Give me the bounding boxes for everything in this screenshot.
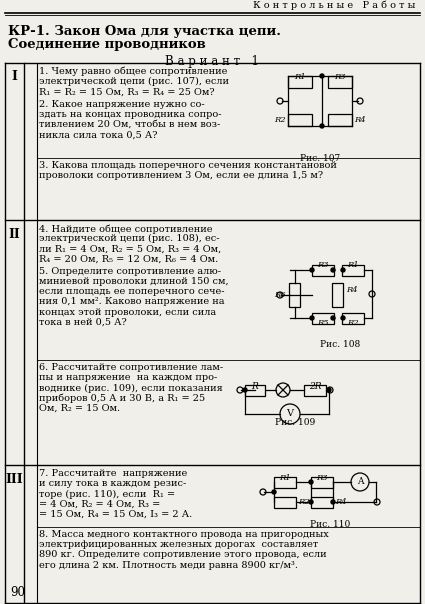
Bar [342, 265, 364, 275]
Text: R₁ = R₂ = 15 Ом, R₃ = R₄ = 25 Ом?: R₁ = R₂ = 15 Ом, R₃ = R₄ = 25 Ом? [39, 88, 215, 97]
Text: Ом, R₂ = 15 Ом.: Ом, R₂ = 15 Ом. [39, 404, 120, 413]
Text: и силу тока в каждом резис-: и силу тока в каждом резис- [39, 479, 186, 488]
Circle shape [272, 490, 276, 494]
Bar [342, 312, 364, 324]
Text: R1: R1 [347, 261, 359, 269]
Circle shape [310, 316, 314, 320]
Bar [274, 496, 296, 507]
Circle shape [331, 500, 335, 504]
Text: Соединение проводников: Соединение проводников [8, 38, 206, 51]
Text: 90: 90 [10, 586, 25, 599]
Circle shape [351, 473, 369, 491]
Circle shape [320, 124, 324, 128]
Circle shape [341, 316, 345, 320]
Text: КР-1. Закон Ома для участка цепи.: КР-1. Закон Ома для участка цепи. [8, 25, 281, 38]
Bar [288, 114, 312, 126]
Text: электрической цепи (рис. 107), если: электрической цепи (рис. 107), если [39, 77, 229, 86]
Text: III: III [5, 473, 23, 486]
Text: миниевой проволоки длиной 150 см,: миниевой проволоки длиной 150 см, [39, 277, 229, 286]
Text: 3. Какова площадь поперечного сечения константановой: 3. Какова площадь поперечного сечения ко… [39, 161, 337, 170]
Text: I: I [11, 70, 17, 83]
Text: R2: R2 [347, 319, 359, 327]
Bar [332, 283, 343, 307]
Bar [288, 76, 312, 88]
Text: = 4 Ом, R₂ = 4 Ом, R₃ =: = 4 Ом, R₂ = 4 Ом, R₃ = [39, 500, 160, 509]
Text: Рис. 110: Рис. 110 [310, 520, 350, 529]
Circle shape [276, 383, 290, 397]
Text: R3: R3 [316, 474, 328, 482]
Text: ния 0,1 мм². Каково напряжение на: ния 0,1 мм². Каково напряжение на [39, 297, 224, 306]
Text: R: R [252, 382, 258, 391]
Bar [312, 265, 334, 275]
Bar [304, 385, 326, 396]
Text: 4. Найдите общее сопротивление: 4. Найдите общее сопротивление [39, 224, 212, 234]
Text: 8. Масса медного контактного провода на пригородных: 8. Масса медного контактного провода на … [39, 530, 329, 539]
Text: A: A [357, 478, 363, 486]
Bar [274, 477, 296, 487]
Text: R4: R4 [335, 498, 347, 506]
Text: R1: R1 [294, 73, 306, 81]
Bar [312, 312, 334, 324]
Text: концах этой проволоки, если сила: концах этой проволоки, если сила [39, 307, 216, 316]
Text: его длина 2 км. Плотность меди равна 8900 кг/м³.: его длина 2 км. Плотность меди равна 890… [39, 561, 298, 570]
Text: R1: R1 [279, 474, 291, 482]
Text: R3: R3 [334, 73, 346, 81]
Text: R4: R4 [346, 286, 357, 294]
Text: R4: R4 [354, 116, 366, 124]
Text: R2: R2 [298, 498, 310, 506]
Text: 7. Рассчитайте  напряжение: 7. Рассчитайте напряжение [39, 469, 187, 478]
Text: R5: R5 [317, 319, 329, 327]
Circle shape [280, 404, 300, 424]
Circle shape [331, 316, 335, 320]
Text: R₄ = 20 Ом, R₅ = 12 Ом, R₆ = 4 Ом.: R₄ = 20 Ом, R₅ = 12 Ом, R₆ = 4 Ом. [39, 255, 218, 263]
Text: 2R: 2R [309, 382, 321, 391]
Text: торе (рис. 110), если  R₁ =: торе (рис. 110), если R₁ = [39, 489, 175, 498]
Circle shape [309, 480, 313, 484]
Bar [245, 385, 265, 396]
Text: 5. Определите сопротивление алю-: 5. Определите сопротивление алю- [39, 267, 221, 276]
Circle shape [320, 74, 324, 78]
Circle shape [341, 268, 345, 272]
Bar [328, 114, 352, 126]
Text: R3: R3 [317, 261, 329, 269]
Circle shape [310, 268, 314, 272]
Text: приборов 0,5 А и 30 В, а R₁ = 25: приборов 0,5 А и 30 В, а R₁ = 25 [39, 394, 205, 403]
Text: тока в ней 0,5 А?: тока в ней 0,5 А? [39, 318, 127, 327]
Text: R2: R2 [275, 116, 286, 124]
Text: 890 кг. Определите сопротивление этого провода, если: 890 кг. Определите сопротивление этого п… [39, 550, 327, 559]
Text: Рис. 107: Рис. 107 [300, 154, 340, 163]
Text: ли R₁ = 4 Ом, R₂ = 5 Ом, R₃ = 4 Ом,: ли R₁ = 4 Ом, R₂ = 5 Ом, R₃ = 4 Ом, [39, 245, 221, 254]
Bar [311, 496, 333, 507]
Text: пы и напряжение  на каждом про-: пы и напряжение на каждом про- [39, 373, 217, 382]
Text: К о н т р о л ь н ы е   Р а б о т ы: К о н т р о л ь н ы е Р а б о т ы [252, 1, 415, 10]
Text: воднике (рис. 109), если показания: воднике (рис. 109), если показания [39, 384, 223, 393]
Text: Рис. 108: Рис. 108 [320, 340, 360, 349]
Bar [289, 283, 300, 307]
Text: Рис. 109: Рис. 109 [275, 418, 315, 427]
Circle shape [331, 268, 335, 272]
Text: II: II [8, 228, 20, 241]
Text: 1. Чему равно общее сопротивление: 1. Чему равно общее сопротивление [39, 67, 227, 77]
Circle shape [309, 500, 313, 504]
Text: здать на концах проводника сопро-: здать на концах проводника сопро- [39, 110, 221, 119]
Text: 2. Какое напряжение нужно со-: 2. Какое напряжение нужно со- [39, 100, 204, 109]
Text: проволоки сопротивлением 3 Ом, если ее длина 1,5 м?: проволоки сопротивлением 3 Ом, если ее д… [39, 171, 323, 180]
Text: R6: R6 [275, 291, 286, 299]
Text: тивлением 20 Ом, чтобы в нем воз-: тивлением 20 Ом, чтобы в нем воз- [39, 120, 220, 129]
Text: В а р и а н т   1: В а р и а н т 1 [165, 55, 259, 68]
Text: V: V [286, 410, 294, 419]
Text: электрифицированных железных дорогах  составляет: электрифицированных железных дорогах сос… [39, 540, 318, 549]
Bar [311, 477, 333, 487]
Text: если площадь ее поперечного сече-: если площадь ее поперечного сече- [39, 287, 224, 296]
Text: никла сила тока 0,5 А?: никла сила тока 0,5 А? [39, 130, 158, 139]
Circle shape [243, 388, 247, 392]
Text: = 15 Ом, R₄ = 15 Ом, I₃ = 2 А.: = 15 Ом, R₄ = 15 Ом, I₃ = 2 А. [39, 510, 192, 519]
Bar [328, 76, 352, 88]
Text: электрической цепи (рис. 108), ес-: электрической цепи (рис. 108), ес- [39, 234, 219, 243]
Circle shape [327, 388, 331, 392]
Text: 6. Рассчитайте сопротивление лам-: 6. Рассчитайте сопротивление лам- [39, 363, 223, 372]
